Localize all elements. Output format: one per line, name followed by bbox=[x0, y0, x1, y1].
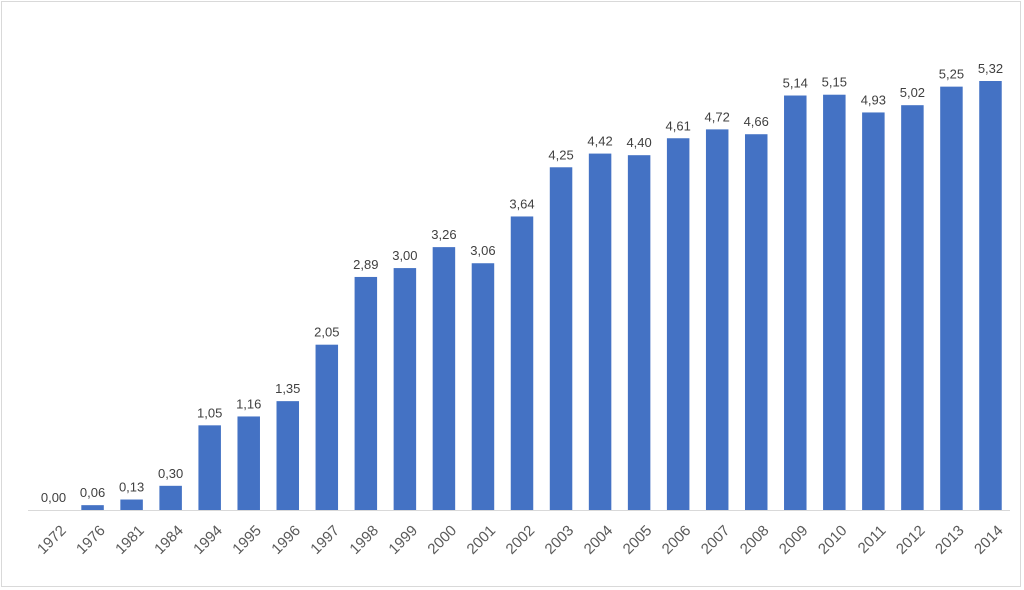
x-tick-label-1995: 1995 bbox=[229, 522, 265, 558]
data-label-2008: 4,66 bbox=[744, 114, 769, 129]
data-label-1998: 2,89 bbox=[353, 257, 378, 272]
bar-1996 bbox=[276, 401, 300, 510]
bar-1976 bbox=[81, 505, 104, 510]
bar-2014 bbox=[979, 81, 1002, 510]
data-label-2014: 5,32 bbox=[978, 61, 1003, 76]
x-tick-label-1984: 1984 bbox=[151, 522, 187, 558]
data-label-2010: 5,15 bbox=[822, 75, 847, 90]
x-tick-label-2011: 2011 bbox=[855, 522, 890, 557]
x-tick-label-2008: 2008 bbox=[737, 522, 773, 558]
bar-2004 bbox=[588, 153, 612, 510]
x-tick-label-1999: 1999 bbox=[385, 522, 421, 558]
x-tick-label-1998: 1998 bbox=[346, 522, 382, 558]
x-tick-label-2001: 2001 bbox=[464, 522, 500, 558]
data-label-1994: 1,05 bbox=[197, 405, 222, 420]
bar-1998 bbox=[354, 276, 378, 510]
bar-1984 bbox=[159, 485, 182, 510]
data-label-2011: 4,93 bbox=[861, 92, 886, 107]
bar-1999 bbox=[393, 268, 417, 510]
x-tick-label-2006: 2006 bbox=[659, 522, 695, 558]
x-tick-label-2012: 2012 bbox=[893, 522, 929, 558]
bar-1994 bbox=[198, 425, 221, 510]
x-tick-label-2005: 2005 bbox=[620, 522, 656, 558]
data-label-2000: 3,26 bbox=[431, 227, 456, 242]
bar-2013 bbox=[940, 86, 963, 510]
data-label-2001: 3,06 bbox=[470, 243, 495, 258]
data-label-2013: 5,25 bbox=[939, 67, 964, 82]
data-label-1999: 3,00 bbox=[392, 248, 417, 263]
bar-2002 bbox=[510, 216, 534, 510]
bar-2010 bbox=[823, 94, 846, 511]
data-label-1997: 2,05 bbox=[314, 325, 339, 340]
bar-2000 bbox=[432, 247, 456, 510]
bar-2012 bbox=[901, 105, 924, 510]
bar-2008 bbox=[744, 134, 768, 510]
x-tick-label-2002: 2002 bbox=[503, 522, 539, 558]
bar-2001 bbox=[471, 263, 495, 510]
x-tick-label-1997: 1997 bbox=[307, 522, 343, 558]
x-tick-label-1994: 1994 bbox=[190, 522, 226, 558]
bars-group bbox=[81, 81, 1002, 511]
data-label-1996: 1,35 bbox=[275, 381, 300, 396]
bar-2011 bbox=[862, 112, 885, 510]
x-tick-label-2000: 2000 bbox=[424, 522, 460, 558]
data-label-1984: 0,30 bbox=[158, 466, 183, 481]
x-tick-label-2013: 2013 bbox=[932, 522, 968, 558]
x-tick-label-1972: 1972 bbox=[34, 522, 70, 558]
bar-2005 bbox=[627, 155, 651, 510]
bar-2009 bbox=[784, 95, 807, 511]
x-tick-label-1976: 1976 bbox=[73, 522, 109, 558]
x-tick-label-1981: 1981 bbox=[112, 522, 148, 558]
x-tick-label-2009: 2009 bbox=[776, 522, 812, 558]
data-label-2009: 5,14 bbox=[783, 76, 808, 91]
bar-2007 bbox=[705, 129, 729, 510]
data-label-2004: 4,42 bbox=[587, 134, 612, 149]
data-label-1981: 0,13 bbox=[119, 480, 144, 495]
x-tick-label-2003: 2003 bbox=[542, 522, 578, 558]
bar-1995 bbox=[237, 416, 260, 510]
data-label-2006: 4,61 bbox=[666, 118, 691, 133]
bar-1981 bbox=[120, 499, 143, 510]
data-labels-group: 0,00 0,06 0,13 0,30 1,05 1,16 1,35 2,05 2,89 3,00… bbox=[41, 61, 1003, 505]
bar-1997 bbox=[315, 344, 339, 510]
data-label-1976: 0,06 bbox=[80, 485, 105, 500]
x-tick-label-1996: 1996 bbox=[268, 522, 304, 558]
x-tick-label-2014: 2014 bbox=[971, 522, 1007, 558]
bar-2006 bbox=[666, 138, 690, 510]
data-label-2002: 3,64 bbox=[509, 196, 534, 211]
data-label-2003: 4,25 bbox=[548, 147, 573, 162]
x-tick-labels-group: 1972 1976 1981 1984 1994 1995 1996 1997 1998 1999… bbox=[34, 522, 1007, 558]
x-tick-label-2007: 2007 bbox=[698, 522, 734, 558]
data-label-1972: 0,00 bbox=[41, 490, 66, 505]
data-label-2012: 5,02 bbox=[900, 85, 925, 100]
x-tick-label-2004: 2004 bbox=[581, 522, 617, 558]
data-label-2007: 4,72 bbox=[705, 109, 730, 124]
data-label-1995: 1,16 bbox=[236, 396, 261, 411]
x-tick-label-2010: 2010 bbox=[815, 522, 851, 558]
bar-2003 bbox=[549, 167, 573, 510]
data-label-2005: 4,40 bbox=[626, 135, 651, 150]
